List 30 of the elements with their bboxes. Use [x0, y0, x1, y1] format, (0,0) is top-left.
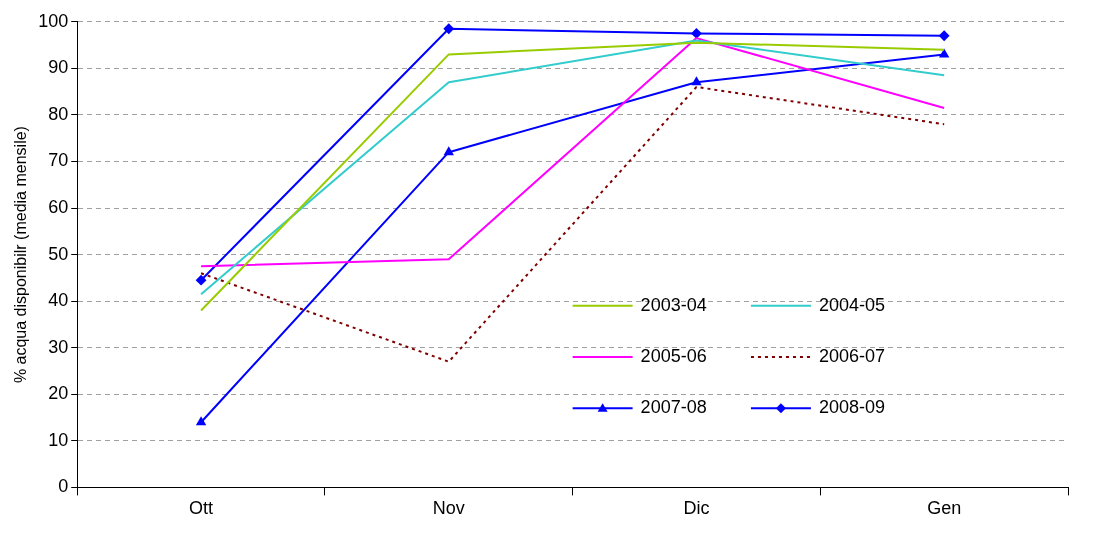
x-tick-label: Nov — [432, 498, 465, 519]
y-tick-label: 40 — [48, 290, 69, 311]
legend-label: 2003-04 — [640, 294, 707, 315]
y-tick-label: 100 — [38, 10, 69, 31]
y-tick-label: 80 — [48, 103, 69, 124]
y-tick-label: 30 — [48, 336, 69, 357]
point — [939, 49, 949, 58]
y-tick-label: 20 — [48, 383, 69, 404]
point — [939, 30, 950, 41]
y-tick-label: 0 — [58, 476, 69, 497]
y-tick-label: 10 — [48, 429, 69, 450]
legend-label: 2007-08 — [640, 397, 707, 418]
legend-label: 2005-06 — [640, 346, 707, 366]
legend-label: 2008-09 — [818, 397, 886, 418]
x-tick-label: Dic — [683, 498, 710, 519]
legend-label: 2004-05 — [818, 294, 886, 315]
y-tick-label: 60 — [48, 197, 69, 218]
x-tick-label: Gen — [927, 498, 962, 519]
point — [691, 28, 702, 39]
point — [196, 417, 206, 426]
point — [196, 275, 207, 286]
y-tick-label: 50 — [48, 243, 69, 264]
point — [444, 147, 454, 156]
legend-label: 2006-07 — [818, 346, 886, 366]
y-axis-title: % acqua disponibilr (media mensile) — [12, 126, 30, 384]
point — [443, 23, 454, 34]
point — [692, 77, 701, 86]
x-tick-label: Ott — [189, 498, 214, 519]
y-tick-label: 70 — [48, 150, 69, 171]
y-tick-label: 90 — [48, 57, 69, 78]
